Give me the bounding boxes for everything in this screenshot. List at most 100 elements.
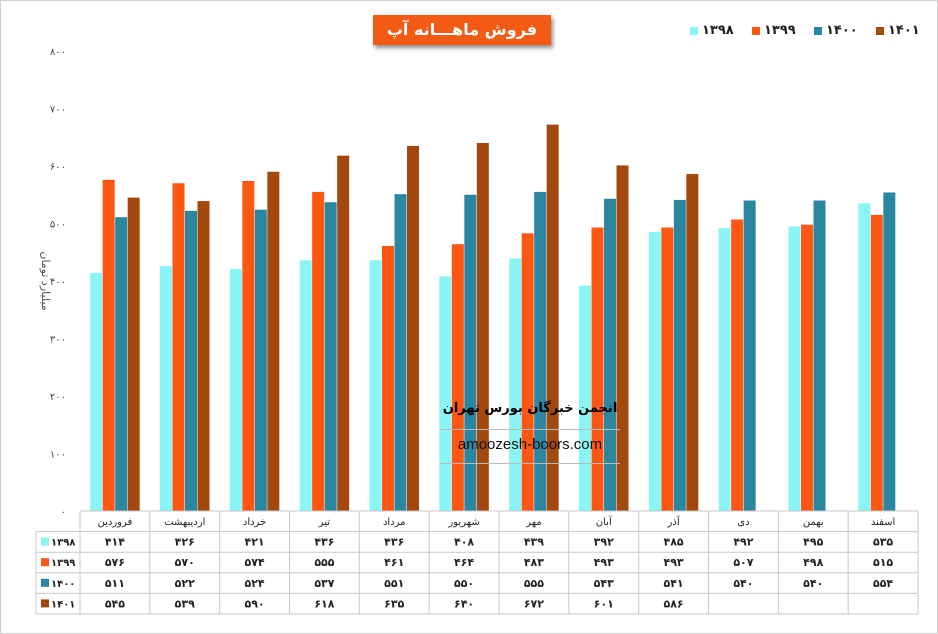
bar [883, 192, 896, 511]
category-label: خرداد [243, 517, 266, 528]
watermark-rule-bottom [440, 463, 620, 464]
table-cell-value: ۵۴۱ [664, 577, 684, 590]
table-cell-value: ۴۹۳ [594, 556, 614, 569]
legend-label: ۱۴۰۰ [826, 23, 858, 38]
watermark-rule-top [440, 429, 620, 430]
bar [369, 260, 382, 511]
bar [394, 194, 407, 512]
table-cell-value: ۴۲۱ [245, 536, 265, 549]
bar [312, 191, 325, 511]
table-cell-value: ۴۰۸ [454, 536, 474, 549]
table-cell-value: ۴۳۹ [524, 536, 544, 549]
category-label: مهر [525, 517, 541, 528]
table-cell-value: ۵۰۷ [733, 556, 753, 569]
category-label: مرداد [383, 517, 406, 528]
table-cell-value: ۴۹۲ [733, 536, 753, 549]
table-cell-value: ۵۹۰ [245, 597, 265, 610]
category-label: شهریور [447, 517, 479, 528]
table-cell-value: ۵۳۹ [175, 597, 195, 610]
table-cell-value: ۵۳۷ [314, 577, 334, 590]
table-cell-value: ۵۸۶ [664, 597, 684, 610]
bar [254, 209, 267, 511]
category-label: اردیبهشت [164, 517, 205, 528]
bar [858, 203, 871, 511]
bar [337, 155, 350, 511]
bar [115, 217, 128, 512]
bar [616, 165, 629, 512]
bar [102, 179, 115, 512]
bar [197, 201, 210, 511]
legend-key-۱۴۰۱ [41, 599, 49, 608]
bar [686, 174, 699, 512]
table-cell-value: ۵۷۰ [175, 556, 195, 569]
bar [718, 228, 731, 511]
table-cell-value: ۶۰۱ [594, 597, 614, 610]
bar [648, 232, 661, 511]
bar [407, 145, 419, 511]
table-cell-value: ۵۷۶ [105, 556, 125, 569]
bar [604, 198, 616, 511]
legend-item: ۱۳۹۹ [752, 22, 798, 40]
category-label: اسفند [871, 517, 895, 528]
legend-label: ۱۴۰۱ [888, 23, 920, 38]
y-tick-label: ۶۰۰ [50, 162, 66, 173]
y-tick-label: ۴۰۰ [50, 277, 66, 288]
legend-label: ۱۳۹۸ [702, 23, 734, 38]
legend-label: ۱۳۹۹ [764, 23, 796, 38]
table-cell-value: ۶۱۸ [314, 597, 334, 610]
bar [299, 260, 312, 511]
bar [172, 183, 185, 511]
table-cell-value: ۴۹۸ [803, 556, 823, 569]
legend: ۱۳۹۸ ۱۳۹۹ ۱۴۰۰ ۱۴۰۱ [690, 22, 920, 40]
bar [439, 276, 452, 511]
table-cell-value: ۴۶۱ [384, 556, 404, 569]
y-tick-label: ۳۰۰ [50, 335, 66, 346]
bar [324, 202, 337, 511]
category-label: فروردین [98, 517, 133, 528]
legend-key-۱۳۹۸ [41, 537, 49, 546]
bar [743, 200, 756, 511]
table-cell-value: ۵۷۴ [245, 556, 265, 569]
bar [813, 200, 826, 511]
bar [801, 224, 813, 511]
table-cell-value: ۴۸۵ [664, 536, 684, 549]
legend-key-۱۳۹۹ [41, 558, 49, 567]
bar [382, 245, 394, 512]
watermark-title: انجمن خبرگان بورس تهران [442, 401, 618, 416]
category-label: آبان [596, 515, 613, 528]
table-cell-value: ۴۸۳ [524, 556, 544, 569]
series-row-label: ۱۳۹۹ [51, 558, 75, 569]
bar [267, 171, 280, 511]
y-tick-label: ۵۰۰ [50, 220, 66, 231]
table-cell-value: ۵۴۰ [733, 577, 753, 590]
table-cell-value: ۶۷۲ [524, 597, 544, 610]
table-cell-value: ۴۶۴ [454, 556, 474, 569]
category-label: بهمن [803, 517, 824, 528]
y-tick-label: ۱۰۰ [50, 450, 66, 461]
bar [476, 143, 489, 511]
chart-title: فروش ماهـــانه آپ [373, 15, 551, 45]
table-cell-value: ۵۵۰ [454, 577, 474, 590]
bar [464, 194, 477, 511]
table-cell-value: ۵۱۵ [873, 556, 893, 569]
table-cell-value: ۴۹۵ [803, 536, 823, 549]
series-row-label: ۱۴۰۱ [51, 599, 75, 610]
bar [229, 268, 242, 511]
category-label: آذر [667, 515, 681, 528]
table-cell-value: ۴۲۶ [175, 536, 195, 549]
bar [870, 214, 883, 511]
bar [242, 180, 255, 511]
bar [731, 219, 744, 511]
bar [521, 233, 534, 511]
bar [90, 272, 103, 511]
table-cell-value: ۵۲۴ [245, 577, 265, 590]
table-cell-value: ۴۳۶ [314, 536, 334, 549]
table-cell-value: ۵۵۱ [384, 577, 404, 590]
table-cell-value: ۶۴۰ [454, 597, 474, 610]
table-cell-value: ۵۱۱ [105, 577, 125, 590]
y-tick-label: ۲۰۰ [50, 392, 66, 403]
bar [546, 124, 559, 511]
y-tick-label: ۷۰۰ [50, 105, 66, 116]
y-axis-label: میلیارد تومان [39, 251, 52, 310]
